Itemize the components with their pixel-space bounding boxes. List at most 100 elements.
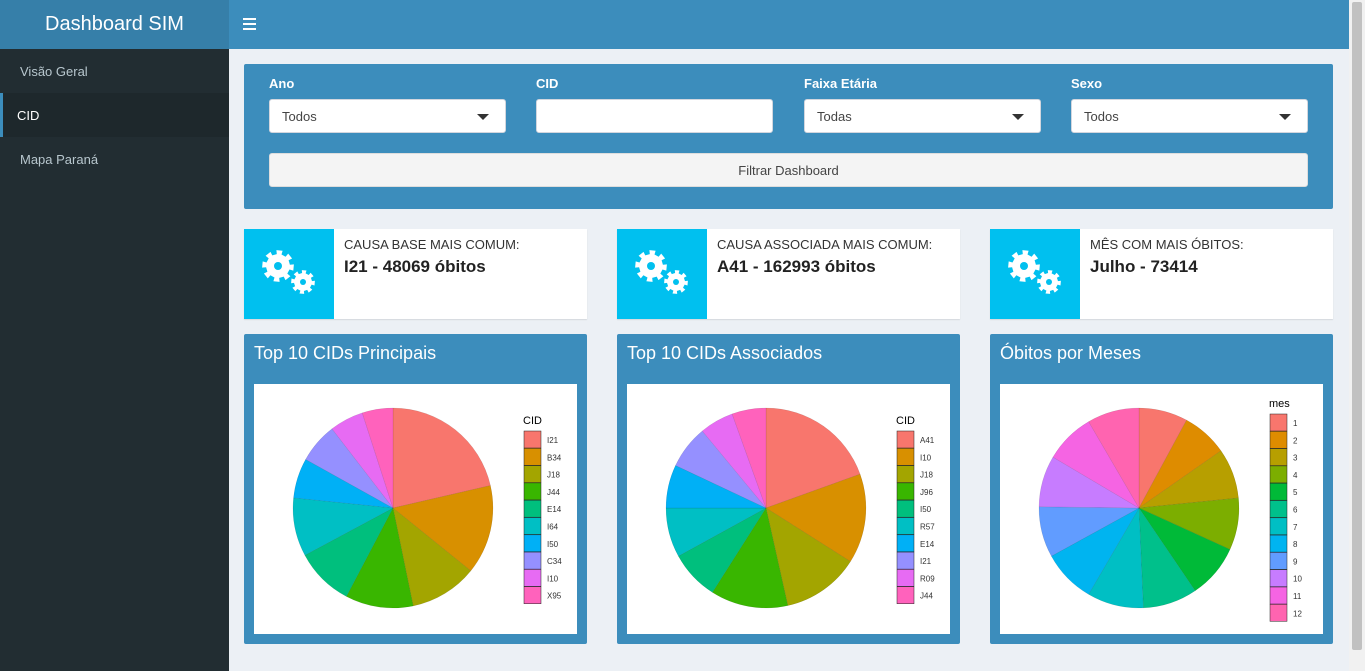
legend-swatch-9: [1269, 552, 1288, 570]
legend-swatch-C34: [523, 551, 542, 570]
filter-cid: CID: [536, 76, 773, 133]
sexo-select[interactable]: Todos: [1071, 99, 1308, 133]
pie-slice-J44: [346, 507, 414, 609]
legend-swatch-A41: [896, 430, 915, 449]
filter-cid-label: CID: [536, 76, 559, 91]
chart-box-obitos-meses: Óbitos por Meses mes 1 2 3 4 5 6 7 8 9 10 11 12: [990, 334, 1333, 644]
pie-slice-12: [1088, 407, 1140, 509]
legend-swatch-J44: [523, 482, 542, 501]
legend-label-J18: J18: [920, 471, 933, 480]
sidebar-item-cid[interactable]: CID: [0, 93, 229, 137]
cid-input[interactable]: [536, 99, 773, 133]
faixa-select[interactable]: Todas: [804, 99, 1041, 133]
chart-title: Top 10 CIDs Associados: [627, 343, 823, 363]
legend-swatch-I10: [523, 569, 542, 587]
small-gear-hole: [1046, 279, 1052, 285]
infobox-icon-bg: [617, 229, 707, 319]
legend-label-5: 5: [1293, 488, 1298, 497]
chart-title: Óbitos por Meses: [1000, 343, 1142, 363]
pie-slice-J44: [731, 407, 767, 509]
pie-slice-I50: [293, 459, 394, 509]
filter-ano-label: Ano: [269, 76, 295, 91]
infobox-title: CAUSA ASSOCIADA MAIS COMUM:: [717, 237, 933, 252]
pie-slice-I10: [765, 473, 867, 562]
legend-label-9: 9: [1293, 557, 1298, 566]
filter-panel: Ano Todos CID Faixa Etária Todas Sexo To…: [244, 64, 1333, 209]
legend-swatch-1: [1269, 413, 1288, 432]
chart-plot-area: mes 1 2 3 4 5 6 7 8 9 10 11 12: [1000, 384, 1323, 634]
pie-slice-1: [1138, 407, 1187, 509]
legend-label-12: 12: [1293, 609, 1302, 618]
legend-title: CID: [523, 415, 542, 427]
pie-slice-A41: [765, 407, 861, 509]
pie-slice-8: [1051, 507, 1140, 595]
legend-label-J96: J96: [920, 488, 933, 497]
legend-label-J44: J44: [920, 592, 933, 601]
legend-swatch-I64: [523, 517, 542, 535]
pie-slice-3: [1138, 450, 1239, 509]
legend-swatch-I21: [523, 430, 542, 449]
legend-label-6: 6: [1293, 506, 1298, 515]
legend-label-R09: R09: [920, 574, 935, 583]
chart-title: Top 10 CIDs Principais: [254, 343, 437, 363]
legend-swatch-X95: [523, 586, 542, 604]
caret-down-icon: [1012, 114, 1024, 120]
infobox-title: CAUSA BASE MAIS COMUM:: [344, 237, 520, 252]
sidebar-item-mapa-parana[interactable]: Mapa Paraná: [20, 151, 99, 167]
app-logo-title[interactable]: Dashboard SIM: [0, 0, 229, 49]
infobox-title: MÊS COM MAIS ÓBITOS:: [1090, 237, 1244, 252]
pie-slice-11: [1052, 421, 1140, 509]
legend-label-B34: B34: [547, 453, 562, 462]
scrollbar-thumb[interactable]: [1352, 2, 1362, 650]
vertical-scrollbar[interactable]: [1349, 0, 1365, 671]
top-navbar: [229, 0, 1349, 49]
legend-label-I64: I64: [547, 523, 559, 532]
pie-slice-6: [1138, 507, 1196, 609]
pie-slice-I21: [392, 407, 491, 509]
chart-plot-area: CID A41 I10 J18 J96 I50 R57 E14 I21 R09 J44: [627, 384, 950, 634]
pie-slice-4: [1138, 497, 1240, 550]
legend-swatch-5: [1269, 482, 1288, 501]
legend-label-I10: I10: [920, 453, 932, 462]
infobox-value: Julho - 73414: [1090, 257, 1198, 276]
infobox-value: A41 - 162993 óbitos: [717, 257, 876, 276]
gears-icon: [262, 250, 315, 294]
pie-slice-J96: [712, 507, 789, 609]
infobox-causa-associada: CAUSA ASSOCIADA MAIS COMUM: A41 - 162993…: [617, 229, 960, 319]
large-gear-hole: [1020, 262, 1028, 270]
pie-slice-9: [1038, 506, 1140, 557]
legend-swatch-J96: [896, 482, 915, 501]
pie-slice-E14: [665, 465, 767, 509]
chart-plot-area: CID I21 B34 J18 J44 E14 I64 I50 C34 I10 X95: [254, 384, 577, 634]
large-gear-hole: [647, 262, 655, 270]
legend-label-I21: I21: [920, 557, 932, 566]
filter-faixa-etaria: Faixa Etária Todas: [804, 76, 1041, 133]
legend-label-8: 8: [1293, 540, 1298, 549]
pie-slice-J18: [392, 507, 472, 607]
legend-label-C34: C34: [547, 557, 562, 566]
chart-box-cids-principais: Top 10 CIDs Principais CID I21 B34 J18 J44 E1…: [244, 334, 587, 644]
caret-down-icon: [1279, 114, 1291, 120]
filtrar-dashboard-button[interactable]: Filtrar Dashboard: [269, 153, 1308, 187]
pie-chart: CID I21 B34 J18 J44 E14 I64 I50 C34 I10 X95: [292, 407, 562, 609]
hamburger-menu-icon[interactable]: [243, 14, 259, 34]
legend-swatch-I21: [896, 551, 915, 570]
faixa-select-value: Todas: [817, 108, 852, 124]
legend-label-7: 7: [1293, 523, 1298, 532]
small-gear-hole: [300, 279, 306, 285]
pie-slice-I21: [675, 430, 767, 509]
legend-swatch-E14: [523, 499, 542, 518]
legend-label-2: 2: [1293, 436, 1298, 445]
pie-slice-I64: [292, 497, 394, 556]
ano-select[interactable]: Todos: [269, 99, 506, 133]
legend-swatch-6: [1269, 500, 1288, 518]
gears-icon: [635, 250, 688, 294]
legend-label-R57: R57: [920, 523, 935, 532]
legend-label-J44: J44: [547, 488, 560, 497]
small-gear-hole: [673, 279, 679, 285]
sidebar-item-visao-geral[interactable]: Visão Geral: [20, 63, 88, 79]
legend-swatch-J18: [896, 465, 915, 483]
legend-title: CID: [896, 415, 915, 427]
pie-slice-10: [1038, 456, 1140, 509]
